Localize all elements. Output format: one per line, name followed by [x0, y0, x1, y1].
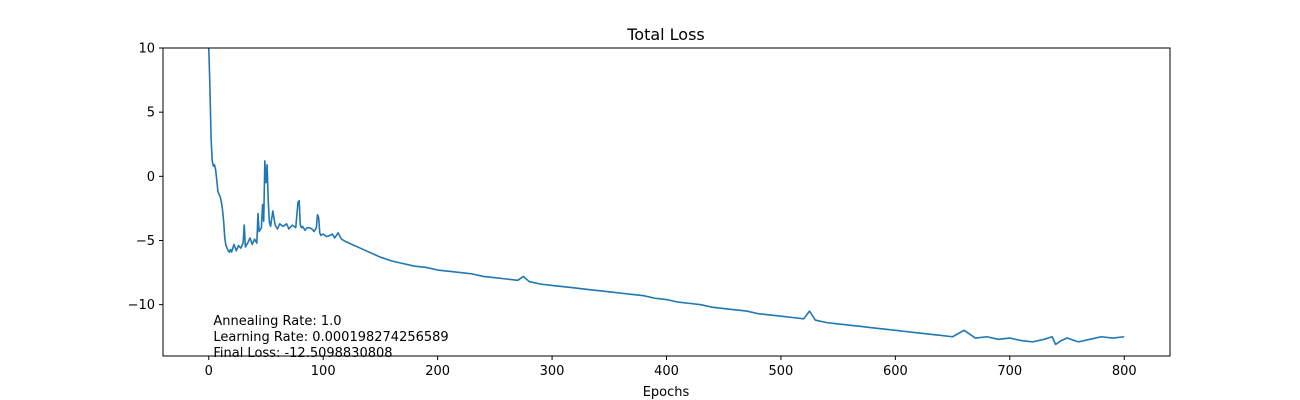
- y-axis: 10 5 0 −5 −10: [128, 42, 163, 313]
- y-tick-label: 0: [147, 170, 155, 185]
- y-tick-label: −10: [128, 298, 155, 313]
- x-tick-label: 300: [540, 364, 565, 379]
- x-tick-label: 800: [1112, 364, 1137, 379]
- x-tick-label: 100: [311, 364, 336, 379]
- x-tick-label: 500: [769, 364, 794, 379]
- chart-title: Total Loss: [626, 25, 705, 44]
- x-tick-label: 600: [883, 364, 908, 379]
- y-tick-label: −5: [136, 234, 155, 249]
- x-tick-label: 700: [997, 364, 1022, 379]
- annotation-line: Annealing Rate: 1.0: [213, 314, 341, 329]
- x-tick-label: 400: [654, 364, 679, 379]
- series-line: [207, 48, 1125, 346]
- annotation-line: Final Loss: -12.5098830808: [213, 346, 392, 361]
- x-tick-label: 200: [425, 364, 450, 379]
- annotation-line: Learning Rate: 0.000198274256589: [213, 330, 448, 345]
- y-tick-label: 10: [138, 42, 155, 57]
- x-tick-label: 0: [205, 364, 213, 379]
- series-layer: [207, 48, 1125, 346]
- x-axis: 0 100 200 300 400 500 600 700 800: [205, 356, 1137, 379]
- x-axis-label: Epochs: [643, 385, 690, 400]
- y-tick-label: 5: [147, 106, 155, 121]
